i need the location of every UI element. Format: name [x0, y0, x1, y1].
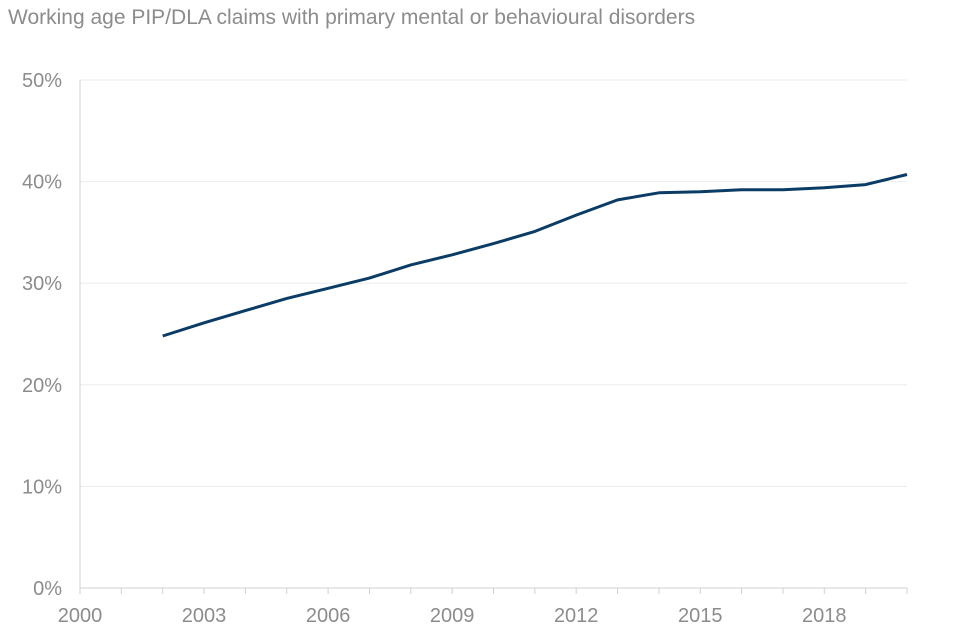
axes — [79, 80, 908, 594]
y-tick-label: 10% — [22, 476, 62, 498]
y-tick-label: 20% — [22, 375, 62, 397]
x-tick-label: 2006 — [306, 605, 351, 627]
y-tick-label: 50% — [22, 70, 62, 92]
gridlines — [80, 79, 907, 487]
y-tick-label: 30% — [22, 273, 62, 295]
chart-title: Working age PIP/DLA claims with primary … — [8, 6, 696, 29]
y-tick-label: 40% — [22, 172, 62, 194]
x-tick-label: 2009 — [430, 605, 475, 627]
x-tick-label: 2003 — [182, 605, 227, 627]
y-tick-label: 0% — [33, 578, 62, 600]
series-line — [162, 173, 908, 338]
tick-labels: 0% 10% 20% 30% 40% 50% 2000 2003 2006 2009 2012 201… — [22, 70, 847, 627]
x-tick-label: 2015 — [678, 605, 723, 627]
x-tick-label: 2012 — [554, 605, 599, 627]
x-tick-label: 2018 — [802, 605, 847, 627]
series-layer — [162, 173, 908, 338]
x-tick-label: 2000 — [58, 605, 103, 627]
